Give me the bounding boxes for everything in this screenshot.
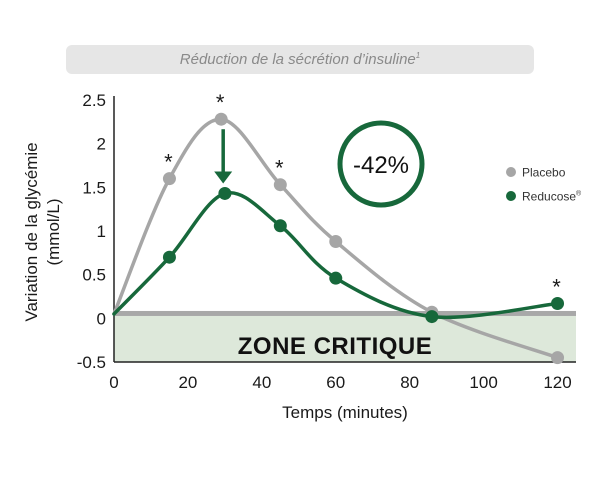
legend-marker-reducose	[506, 191, 516, 201]
x-tick-label: 80	[400, 373, 419, 392]
reducose-point	[162, 250, 176, 264]
reducose-point	[218, 186, 232, 200]
legend-label-placebo: Placebo	[522, 166, 566, 180]
reduction-arrow-head	[214, 171, 233, 184]
banner-text: Réduction de la sécrétion d’insuline1	[179, 51, 421, 68]
y-tick-label: 2	[97, 135, 106, 154]
reducose-point	[551, 296, 565, 310]
chart-banner: Réduction de la sécrétion d’insuline1	[66, 45, 534, 74]
reducose-point	[273, 219, 287, 233]
y-tick-label: -0.5	[77, 353, 106, 372]
placebo-point	[329, 234, 343, 248]
x-tick-label: 20	[178, 373, 197, 392]
y-tick-label: 1.5	[82, 178, 106, 197]
placebo-point	[273, 178, 287, 192]
y-axis-title: Variation de la glycémie (mmol/L)	[22, 142, 63, 321]
reducose-line	[112, 190, 560, 320]
significance-star: *	[164, 150, 173, 175]
reduction-percent-label: -42%	[353, 152, 409, 179]
x-tick-label: 40	[252, 373, 271, 392]
legend-label-reducose: Reducose®	[522, 190, 582, 204]
y-axis-title-line1: Variation de la glycémie	[22, 142, 41, 321]
x-tick-label: 120	[543, 373, 571, 392]
y-tick-label: 2.5	[82, 91, 106, 110]
placebo-point	[551, 351, 565, 365]
x-axis-title: Temps (minutes)	[282, 403, 408, 422]
placebo-point	[162, 172, 176, 186]
reducose-point	[425, 310, 439, 324]
significance-star: *	[275, 156, 284, 181]
y-tick-label: 0	[97, 309, 106, 328]
reducose-point	[329, 271, 343, 285]
zero-baseline	[114, 310, 576, 316]
y-axis-title-line2: (mmol/L)	[44, 198, 63, 265]
significance-star: *	[552, 274, 561, 299]
placebo-point	[214, 112, 228, 126]
x-tick-label: 0	[109, 373, 118, 392]
legend-marker-placebo	[506, 167, 516, 177]
y-tick-label: 0.5	[82, 266, 106, 285]
legend-registered-mark: ®	[576, 190, 582, 198]
significance-star: *	[216, 90, 225, 115]
banner-footnote: 1	[415, 51, 421, 60]
x-tick-label: 60	[326, 373, 345, 392]
x-tick-label: 100	[469, 373, 497, 392]
zone-critique-label: ZONE CRITIQUE	[238, 333, 433, 360]
reduction-circle	[337, 120, 425, 208]
y-tick-label: 1	[97, 222, 106, 241]
